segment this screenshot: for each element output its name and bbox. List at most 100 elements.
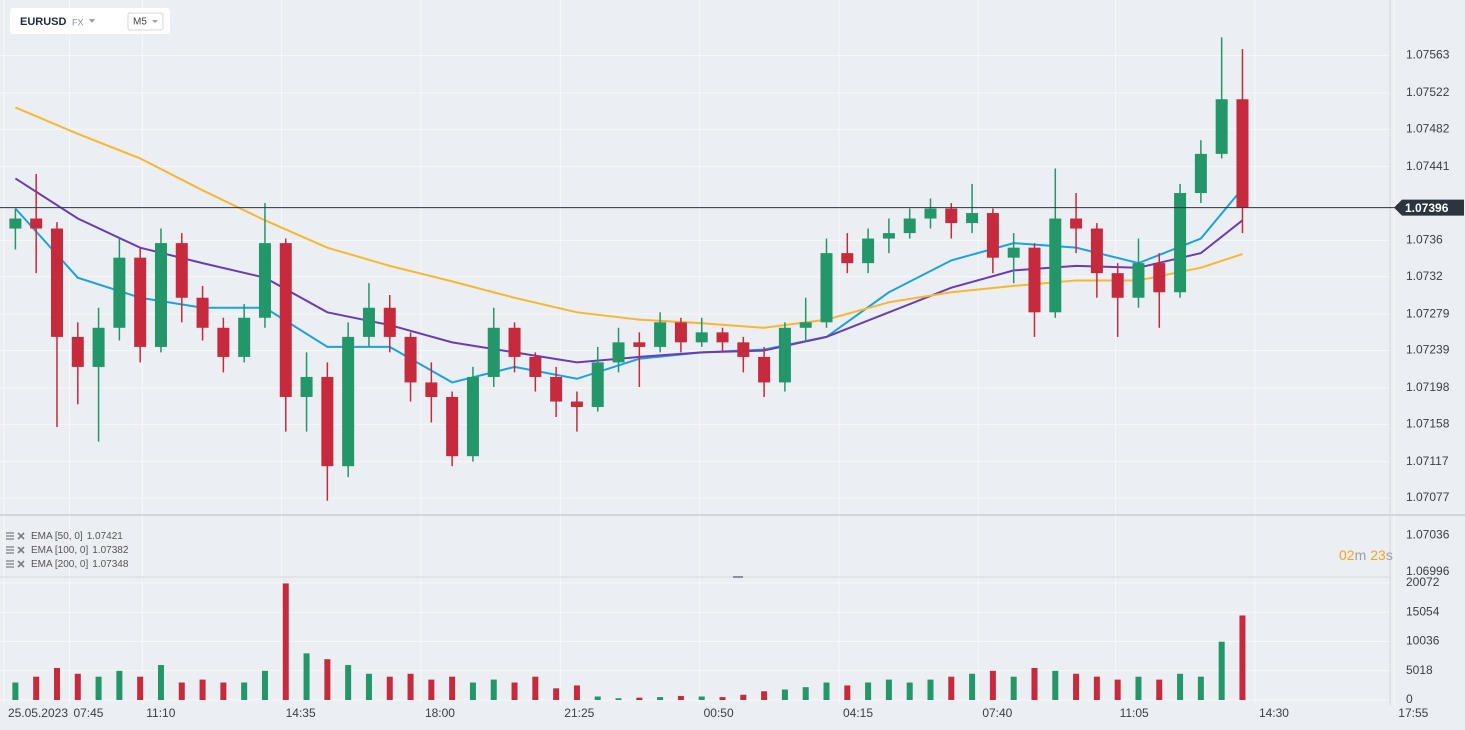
volume-bar: [532, 676, 539, 700]
volume-bar: [989, 670, 996, 700]
y-tick-label: 1.0736: [1406, 233, 1443, 247]
symbol[interactable]: EURUSD: [20, 16, 67, 28]
panel-handle[interactable]: [733, 576, 743, 578]
volume-bar: [157, 665, 164, 700]
y-tick-label: 1.07279: [1406, 306, 1450, 320]
y-tick-label: 0: [1406, 692, 1413, 706]
volume-bar: [241, 682, 248, 700]
candle-body: [404, 336, 417, 383]
legend-remove[interactable]: [17, 560, 25, 568]
volume-bar: [1052, 670, 1059, 700]
legend-name: EMA [50, 0]: [31, 531, 83, 542]
legend-remove[interactable]: [17, 546, 25, 554]
candle-body: [778, 327, 791, 383]
y-tick-label: 1.0732: [1406, 269, 1443, 283]
candle-body: [654, 322, 667, 347]
candle-body: [134, 257, 147, 347]
volume-bar: [95, 676, 102, 700]
candle-body: [362, 307, 375, 337]
candle-body: [529, 356, 542, 377]
interval-select[interactable]: [127, 12, 164, 31]
candle-body: [903, 218, 916, 234]
volume-bar: [781, 689, 788, 700]
countdown-unit: s: [1386, 547, 1393, 563]
y-tick-label: 1.07522: [1406, 85, 1450, 99]
candle-body: [508, 327, 521, 357]
legend-icon[interactable]: [6, 546, 14, 554]
y-tick-label: 1.07563: [1406, 48, 1450, 62]
candle-body: [300, 376, 313, 397]
candle-body: [966, 213, 979, 224]
legend-entry: EMA [200, 0] 1.07348: [31, 559, 129, 570]
volume-bar: [1239, 615, 1246, 700]
legend-name: EMA [200, 0]: [31, 559, 88, 570]
legend-name: EMA [100, 0]: [31, 545, 88, 556]
y-tick-label: 1.07441: [1406, 159, 1450, 173]
candle-body: [1090, 228, 1103, 274]
volume-bar: [511, 682, 518, 700]
countdown-minutes: 02: [1339, 547, 1355, 563]
candle-body: [758, 356, 771, 383]
volume-bar: [324, 659, 331, 700]
volume-bar: [386, 676, 393, 700]
volume-bar: [823, 682, 830, 700]
volume-bar: [740, 694, 747, 700]
volume-bar: [199, 679, 206, 700]
legend-icon[interactable]: [6, 532, 14, 540]
volume-bar: [1073, 673, 1080, 700]
y-tick-label: 15054: [1406, 604, 1440, 618]
candle-body: [9, 218, 22, 229]
x-tick-label: 14:35: [286, 706, 316, 720]
volume-bar: [74, 673, 81, 700]
candle-body: [1132, 263, 1145, 298]
candle-body: [695, 332, 708, 343]
countdown-seconds: 23: [1370, 547, 1386, 563]
countdown-unit: m: [1355, 547, 1367, 563]
candle-body: [1236, 99, 1249, 208]
candle-body: [50, 228, 63, 337]
volume-bar: [428, 679, 435, 700]
volume-bar: [761, 691, 768, 700]
last-price-label: 1.07396: [1405, 201, 1449, 215]
volume-bar: [407, 673, 414, 700]
dropdown-arrow[interactable]: [152, 20, 158, 23]
candle-body: [612, 342, 625, 363]
candle-body: [1111, 273, 1124, 298]
legend-icon[interactable]: [6, 560, 14, 568]
candle-body: [1215, 99, 1228, 154]
volume-bar: [282, 583, 289, 700]
candle-body: [279, 243, 292, 397]
candle-body: [383, 307, 396, 337]
volume-bar: [719, 697, 726, 700]
x-tick-label: 25.05.2023: [8, 706, 68, 720]
candle-body: [799, 322, 812, 328]
volume-bar: [969, 673, 976, 700]
legend-remove[interactable]: [17, 532, 25, 540]
candle-body: [716, 332, 729, 343]
volume-bar: [948, 676, 955, 700]
y-tick-label: 1.07482: [1406, 121, 1450, 135]
volume-bar: [657, 697, 664, 700]
volume-bar: [573, 685, 580, 700]
candle-body: [321, 376, 334, 467]
volume-bar: [553, 688, 560, 700]
volume-bar: [1156, 679, 1163, 700]
legend-value: 1.07421: [87, 531, 124, 542]
interval[interactable]: M5: [133, 17, 147, 28]
volume-bar: [677, 695, 684, 700]
dropdown-arrow[interactable]: [89, 19, 95, 23]
candle-body: [945, 208, 958, 224]
candle-body: [841, 253, 854, 264]
candle-body: [113, 257, 126, 328]
candle-body: [1194, 153, 1207, 194]
candle-body: [217, 327, 230, 357]
x-tick-label: 18:00: [425, 706, 455, 720]
volume-bar: [33, 676, 40, 700]
candle-body: [924, 208, 937, 219]
legend-entry: EMA [50, 0] 1.07421: [31, 531, 123, 542]
volume-bar: [615, 698, 622, 700]
candle-body: [154, 243, 167, 347]
volume-bar: [636, 697, 643, 700]
y-tick-label: 20072: [1406, 575, 1440, 589]
